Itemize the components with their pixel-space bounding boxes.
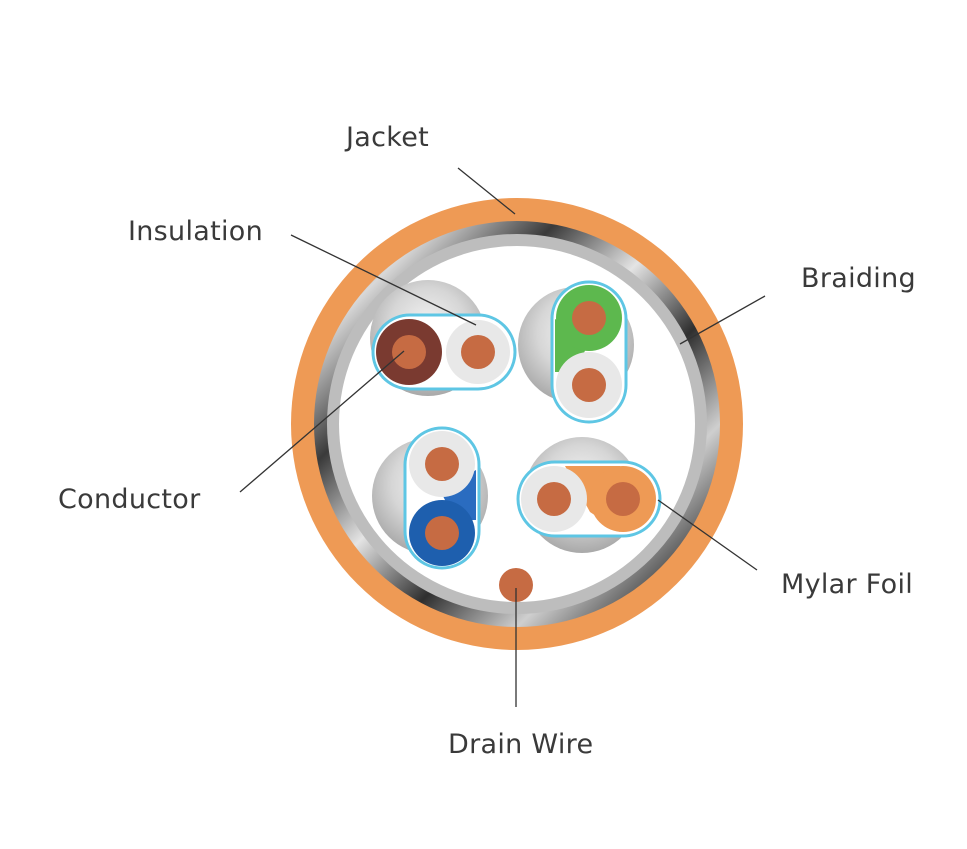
- drain-wire: [499, 568, 533, 602]
- conductor-blue: [425, 516, 459, 550]
- insulation-label: Insulation: [128, 216, 263, 247]
- conductor-leader-line: [239, 350, 405, 493]
- conductor-white-orange: [537, 482, 571, 516]
- mylar-foil-label: Mylar Foil: [781, 569, 913, 600]
- conductor-white-brown: [461, 335, 495, 369]
- mylar-foil-leader-line: [657, 499, 758, 571]
- conductor-green: [572, 301, 606, 335]
- jacket-leader-line: [457, 167, 516, 215]
- twisted-pair-orange: [516, 460, 662, 538]
- conductor-brown: [392, 335, 426, 369]
- braiding-label: Braiding: [801, 263, 916, 294]
- jacket-label: Jacket: [344, 122, 429, 153]
- insulation-leader-line: [290, 234, 477, 326]
- twisted-pair-brown: [371, 313, 517, 391]
- conductor-label: Conductor: [58, 484, 201, 515]
- conductor-orange: [606, 482, 640, 516]
- braiding-leader-line: [679, 295, 766, 345]
- twisted-pair-green: [550, 280, 628, 424]
- conductor-white-green: [572, 368, 606, 402]
- twisted-pair-blue: [403, 426, 481, 570]
- drain-wire-label: Drain Wire: [448, 729, 593, 760]
- conductor-white-blue: [425, 447, 459, 481]
